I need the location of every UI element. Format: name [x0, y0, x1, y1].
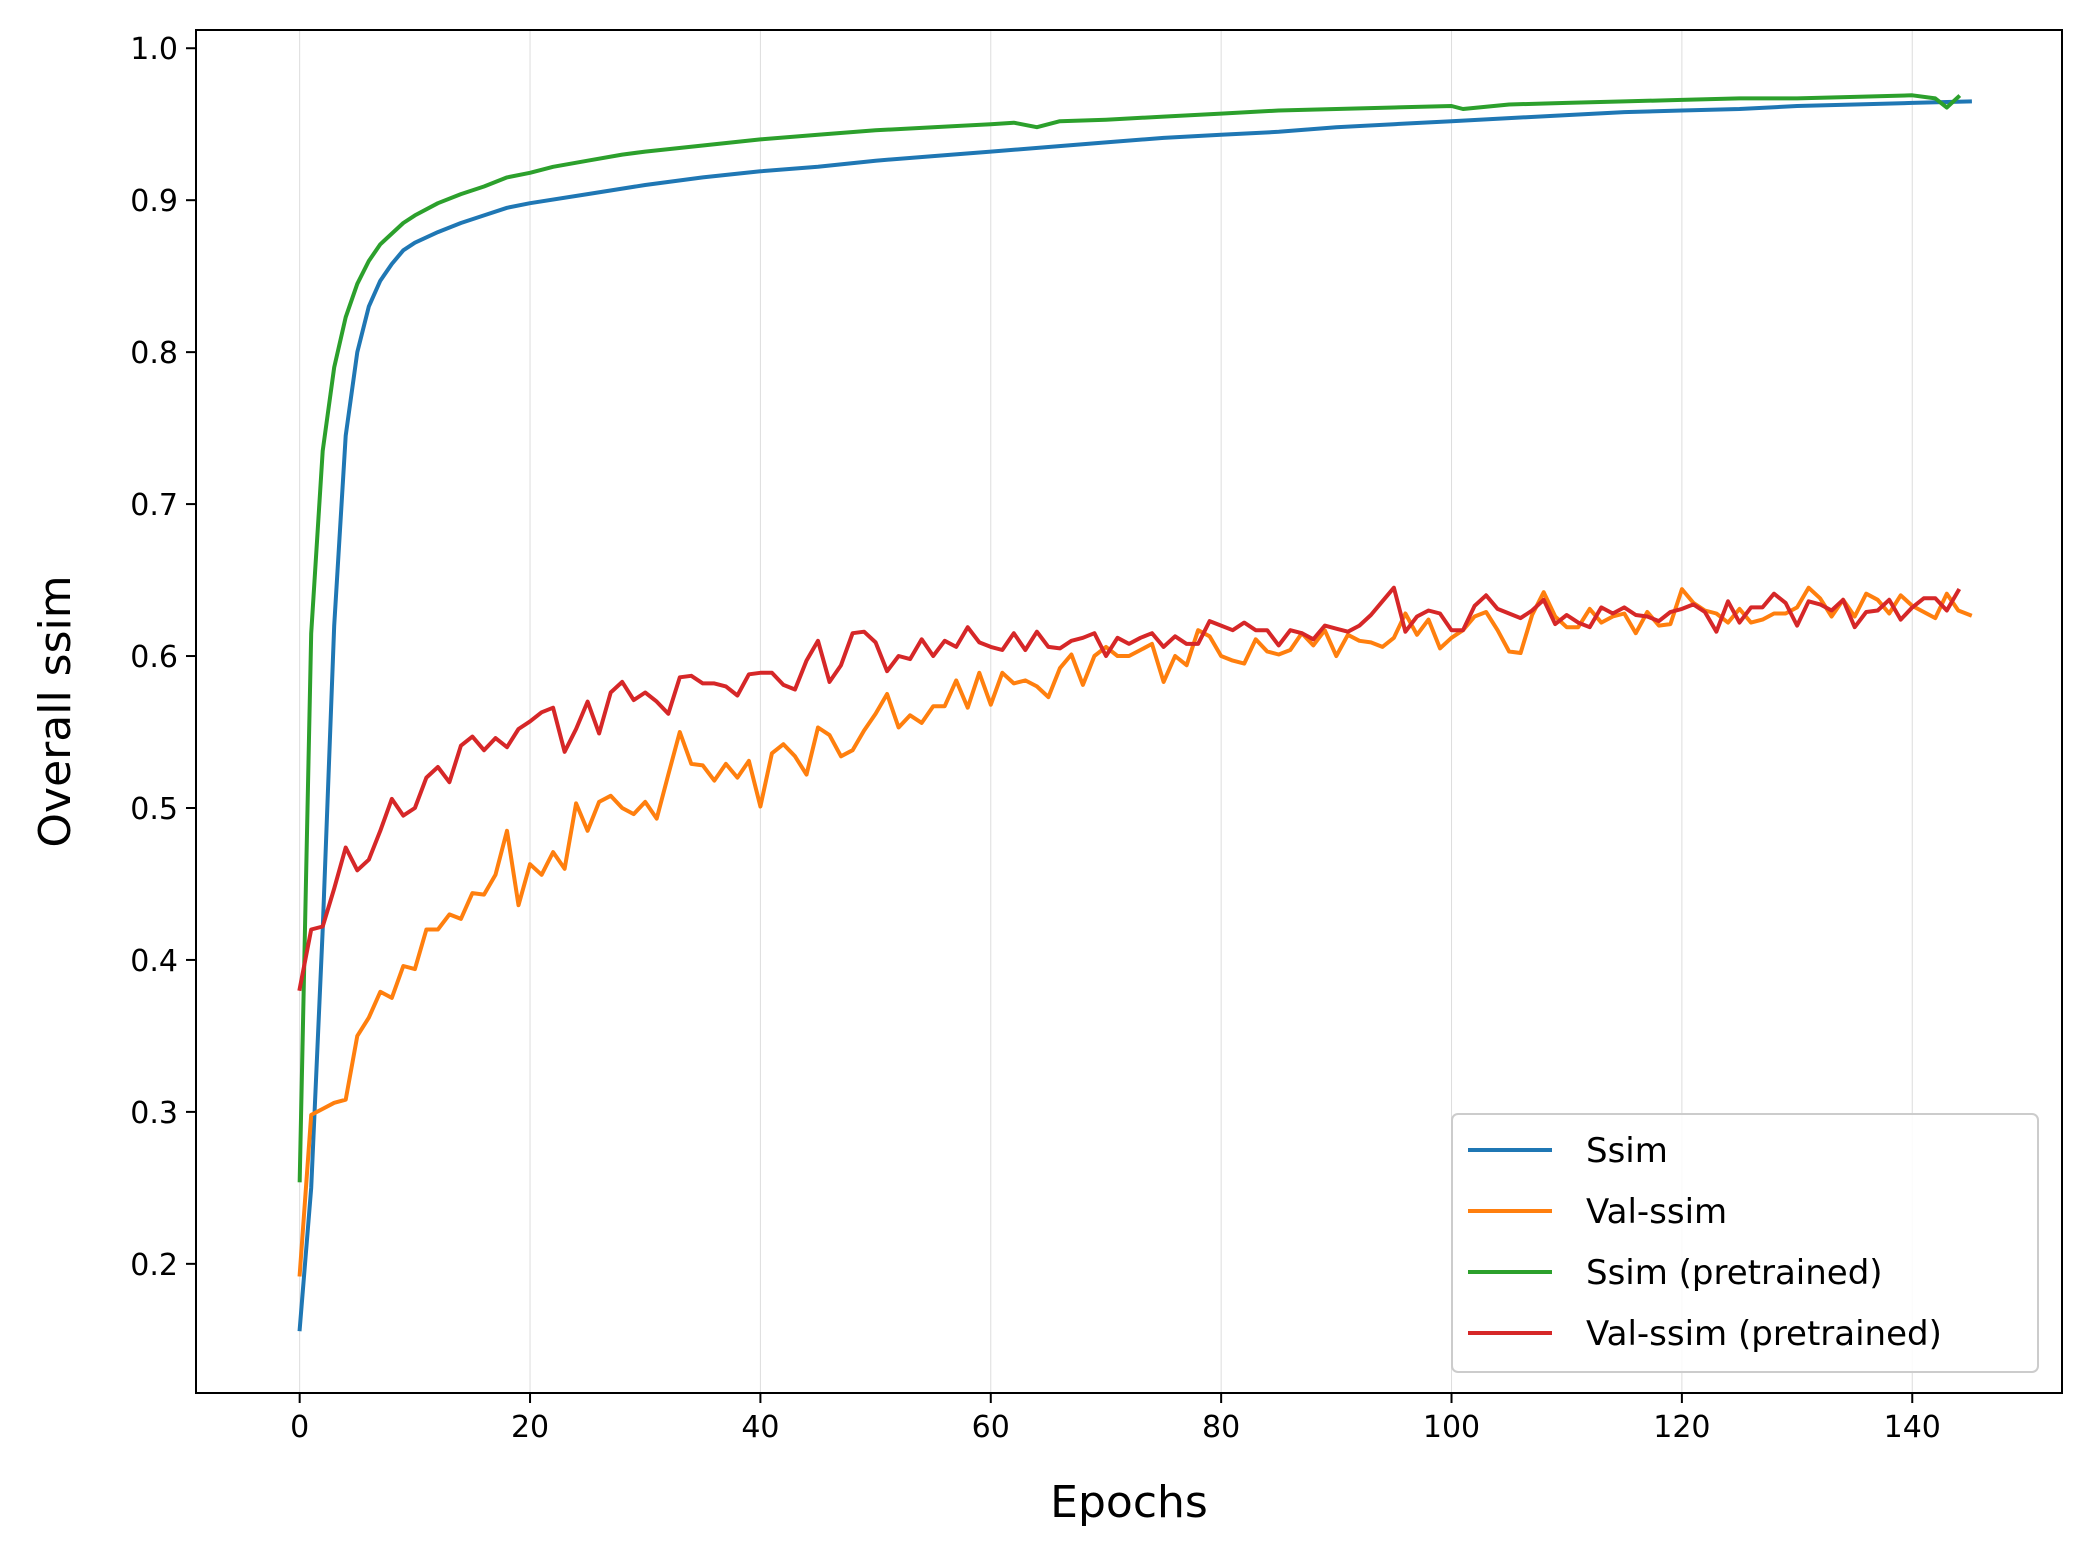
y-tick-label-0.5: 0.5 — [130, 792, 178, 827]
series-line-1 — [297, 585, 1973, 1277]
x-tick-label-100: 100 — [1423, 1410, 1480, 1445]
series-lines — [297, 93, 1973, 1332]
legend-label-3: Val-ssim (pretrained) — [1586, 1314, 1942, 1354]
y-axis-ticks: 0.2 0.3 0.4 0.5 0.6 0.7 0.8 0.9 1.0 — [130, 32, 196, 1283]
x-axis-label: Epochs — [1050, 1477, 1208, 1528]
y-tick-label-1: 1.0 — [130, 32, 178, 67]
legend-box — [1451, 1113, 2039, 1373]
series-line-0 — [297, 99, 1972, 1332]
y-tick-label-0.8: 0.8 — [130, 336, 178, 371]
x-tick-label-140: 140 — [1884, 1410, 1941, 1445]
y-tick-label-0.3: 0.3 — [130, 1096, 178, 1131]
y-axis-label: Overall ssim — [30, 575, 81, 847]
series-line-2 — [297, 93, 1962, 1183]
legend-label-1: Val-ssim — [1586, 1192, 1727, 1232]
x-tick-label-60: 60 — [972, 1410, 1010, 1445]
x-tick-label-40: 40 — [741, 1410, 779, 1445]
x-tick-label-20: 20 — [511, 1410, 549, 1445]
x-tick-label-120: 120 — [1653, 1410, 1710, 1445]
y-tick-label-0.4: 0.4 — [130, 944, 178, 979]
y-tick-label-0.7: 0.7 — [130, 488, 178, 523]
y-tick-label-0.9: 0.9 — [130, 184, 178, 219]
y-tick-label-0.6: 0.6 — [130, 640, 178, 675]
x-tick-label-0: 0 — [290, 1410, 309, 1445]
x-tick-label-80: 80 — [1202, 1410, 1240, 1445]
y-tick-label-0.2: 0.2 — [130, 1248, 178, 1283]
x-axis-ticks: 0 20 40 60 80 100 120 140 — [290, 1393, 1941, 1445]
legend-label-2: Ssim (pretrained) — [1586, 1253, 1883, 1293]
legend-label-0: Ssim — [1586, 1131, 1668, 1171]
legend: Ssim Val-ssim Ssim (pretrained) Val-ssim (p… — [1451, 1113, 2039, 1373]
series-line-3 — [297, 585, 1962, 992]
plot-frame — [195, 29, 2063, 1394]
